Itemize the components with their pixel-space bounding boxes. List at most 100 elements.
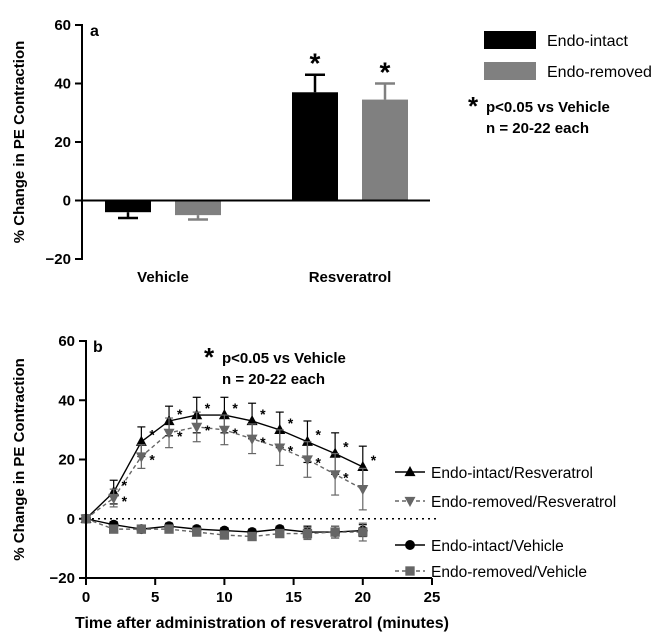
significance-star: *	[232, 425, 238, 441]
marker-square	[192, 527, 202, 537]
marker-triangle-down	[218, 425, 230, 436]
panel-a: a % Change in PE Contraction −200204060 …	[11, 17, 652, 286]
significance-star: *	[288, 443, 294, 459]
x-tick-label: 0	[82, 589, 90, 606]
marker-triangle-up	[301, 435, 313, 446]
annotation-sample-size: n = 20-22 each	[486, 120, 589, 137]
significance-star: *	[122, 493, 128, 509]
panel-b-label: b	[93, 339, 103, 356]
legend-item-endo-removed-vehicle: Endo-removed/Vehicle	[395, 564, 587, 581]
marker-circle	[405, 540, 415, 550]
significance-star: *	[380, 57, 391, 88]
legend-item-endo-intact-vehicle: Endo-intact/Vehicle	[395, 538, 564, 555]
series-endo-removed-resveratrol	[80, 411, 369, 525]
y-tick-label: 0	[67, 511, 75, 528]
legend-label: Endo-removed/Resveratrol	[431, 494, 616, 511]
marker-triangle-up	[274, 423, 286, 434]
significance-star: *	[149, 427, 155, 443]
marker-triangle-down	[163, 428, 175, 439]
marker-square	[219, 530, 230, 540]
y-tick-label: 40	[58, 392, 75, 409]
significance-star: *	[232, 400, 238, 416]
marker-triangle-down	[404, 496, 416, 508]
panel-a-bars: * *	[105, 48, 408, 221]
marker-triangle-up	[218, 409, 230, 420]
panel-a-y-ticks: −20 0 20 40 60	[46, 17, 82, 268]
x-tick-label-resveratrol: Resveratrol	[309, 269, 392, 286]
legend-label: Endo-intact/Resveratrol	[431, 465, 593, 482]
significance-star: *	[310, 48, 321, 79]
annotation-significance: p<0.05 vs Vehicle	[222, 350, 346, 367]
annotation-significance: p<0.05 vs Vehicle	[486, 99, 610, 116]
marker-square	[136, 524, 147, 534]
marker-square	[247, 531, 257, 542]
panel-b-series	[80, 396, 369, 542]
marker-square	[275, 528, 285, 539]
marker-triangle-down	[191, 422, 203, 433]
significance-star: *	[371, 452, 377, 468]
significance-star: *	[315, 455, 321, 471]
panel-a-y-axis-label: % Change in PE Contraction	[11, 41, 28, 244]
significance-star: *	[343, 469, 349, 485]
significance-star: *	[177, 406, 183, 422]
panel-b: b % Change in PE Contraction Time after …	[11, 333, 616, 632]
x-tick-label: 10	[216, 589, 233, 606]
marker-square	[330, 527, 340, 537]
y-tick-label: −20	[46, 251, 71, 268]
marker-square	[302, 528, 313, 539]
marker-triangle-up	[135, 435, 147, 446]
marker-triangle-up	[246, 414, 258, 426]
significance-star: *	[122, 477, 128, 493]
legend-label-endo-intact: Endo-intact	[547, 33, 628, 50]
significance-star: *	[177, 428, 183, 444]
significance-star: *	[343, 439, 349, 455]
marker-triangle-down	[301, 455, 313, 466]
x-tick-label-vehicle: Vehicle	[137, 269, 189, 286]
y-tick-label: 40	[54, 76, 71, 93]
bar-resveratrol-endo-intact	[292, 92, 338, 201]
marker-square	[109, 524, 119, 534]
panel-a-annotation: * p<0.05 vs Vehicle n = 20-22 each	[468, 91, 610, 137]
legend-label: Endo-removed/Vehicle	[431, 564, 587, 581]
significance-star: *	[288, 415, 294, 431]
panel-b-x-axis-label: Time after administration of resveratrol…	[75, 615, 449, 632]
panel-a-x-ticks: Vehicle Resveratrol	[137, 269, 391, 286]
x-tick-label: 15	[285, 589, 302, 606]
series-endo-removed-vehicle	[81, 514, 368, 542]
y-tick-label: 20	[58, 452, 75, 469]
panel-b-x-ticks: 0 5 10 15 20 25	[82, 578, 441, 606]
panel-b-legend: Endo-intact/Resveratrol Endo-removed/Resv…	[395, 465, 616, 581]
marker-triangle-up	[329, 447, 341, 458]
marker-triangle-down	[274, 443, 286, 454]
significance-star: *	[149, 452, 155, 468]
legend-label: Endo-intact/Vehicle	[431, 538, 564, 555]
legend-swatch-endo-intact	[484, 31, 536, 49]
x-tick-label: 20	[354, 589, 371, 606]
panel-a-legend: Endo-intact Endo-removed	[484, 31, 652, 81]
panel-a-label: a	[90, 23, 99, 40]
legend-swatch-endo-removed	[484, 62, 536, 80]
bar-vehicle-endo-removed	[175, 200, 221, 216]
y-tick-label: 0	[63, 193, 71, 210]
bar-vehicle-endo-intact	[105, 200, 151, 213]
marker-triangle-down	[246, 434, 258, 445]
legend-item-endo-intact-resveratrol: Endo-intact/Resveratrol	[395, 465, 593, 482]
y-tick-label: 20	[54, 134, 71, 151]
x-tick-label: 5	[151, 589, 159, 606]
significance-star: *	[315, 427, 321, 443]
significance-star: *	[205, 400, 211, 416]
marker-triangle-down	[135, 452, 147, 463]
panel-b-significance-stars: *** * * ******** * *****	[122, 400, 377, 509]
y-tick-label: −20	[50, 570, 75, 587]
marker-triangle-down	[329, 470, 341, 481]
y-tick-label: 60	[54, 17, 71, 34]
marker-triangle-up	[404, 465, 416, 477]
annotation-star: *	[204, 342, 215, 372]
marker-triangle-down	[357, 485, 369, 496]
significance-star: *	[205, 422, 211, 438]
x-tick-label: 25	[424, 589, 441, 606]
panel-b-y-ticks: −20 0 20 40 60	[50, 333, 86, 587]
significance-star: *	[260, 434, 266, 450]
annotation-star: *	[468, 91, 479, 121]
